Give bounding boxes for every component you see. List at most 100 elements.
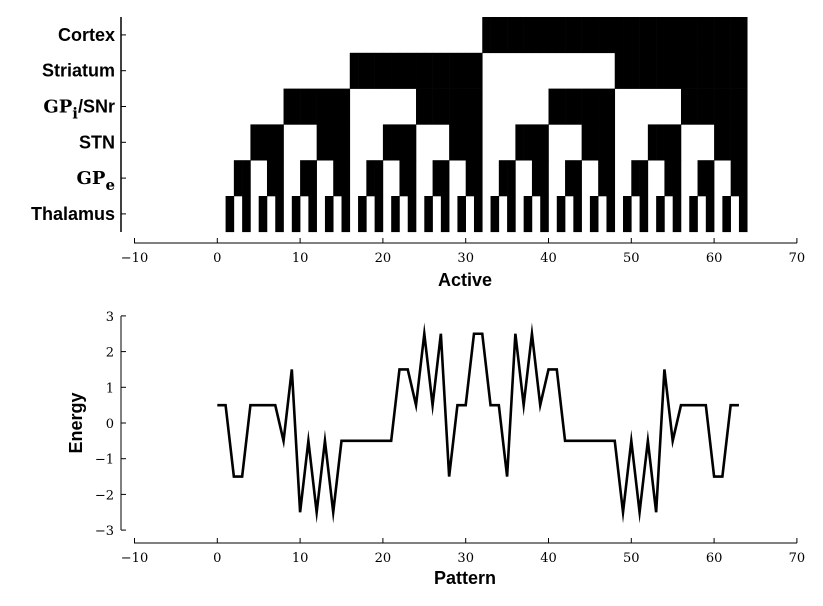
raster-cell <box>548 17 558 54</box>
raster-cell <box>316 88 326 125</box>
raster-cell <box>714 17 723 54</box>
raster-cell <box>656 124 665 161</box>
raster-cell <box>606 17 616 54</box>
raster-cell <box>722 52 731 89</box>
energy-y-tick-label: −2 <box>95 488 114 503</box>
raster-cell <box>680 88 690 125</box>
raster-cell <box>639 17 649 54</box>
raster-cell <box>523 17 533 54</box>
raster-cell <box>507 160 516 197</box>
raster-cell <box>672 124 682 161</box>
raster-cell <box>589 17 599 54</box>
raster-cell <box>598 17 607 54</box>
raster-cell <box>705 160 715 197</box>
raster-y-ticks <box>121 34 126 215</box>
raster-cell <box>407 124 417 161</box>
raster-cell <box>697 52 707 89</box>
raster-cell <box>424 52 433 89</box>
raster-cell <box>689 196 698 233</box>
raster-cell <box>358 196 367 233</box>
raster-cell <box>664 124 673 161</box>
raster-cell <box>457 88 466 125</box>
raster-cell <box>473 88 483 125</box>
energy-x-tick-label: 20 <box>375 551 392 566</box>
raster-cell <box>457 124 466 161</box>
raster-cell <box>714 124 723 161</box>
raster-cell <box>581 88 591 125</box>
raster-cell <box>730 17 740 54</box>
raster-cell <box>424 196 433 233</box>
raster-cell <box>449 88 458 125</box>
raster-cell <box>540 160 549 197</box>
raster-cell <box>341 124 351 161</box>
raster-row-label: GPe <box>77 168 115 194</box>
raster-cell <box>283 88 293 125</box>
raster-cell <box>473 52 483 89</box>
raster-cell <box>730 88 740 125</box>
raster-cell <box>333 88 342 125</box>
raster-cell <box>449 124 458 161</box>
raster-cell <box>697 17 707 54</box>
raster-cell <box>374 196 384 233</box>
raster-cell <box>333 124 342 161</box>
raster-x-tick-label: −10 <box>121 251 148 266</box>
raster-cell <box>341 160 351 197</box>
raster-cell <box>432 160 442 197</box>
raster-cell <box>714 88 723 125</box>
raster-cell <box>672 196 682 233</box>
raster-cell <box>598 88 607 125</box>
raster-cell <box>316 124 326 161</box>
raster-cell <box>556 17 566 54</box>
raster-cell <box>631 52 640 89</box>
raster-cell <box>407 160 417 197</box>
raster-cell <box>639 52 649 89</box>
raster-cell <box>705 196 715 233</box>
energy-y-ticks: −3 −2 −1 0 1 2 3 <box>95 310 126 539</box>
activity-raster-panel: Cortex Striatum GPi/SNr STN GPe Thalamus −10 0… <box>31 17 805 290</box>
energy-y-tick-label: 2 <box>106 346 114 361</box>
raster-cell <box>440 52 450 89</box>
raster-cell <box>374 160 384 197</box>
raster-cell <box>490 17 500 54</box>
raster-cell <box>523 124 533 161</box>
raster-cell <box>465 52 475 89</box>
raster-cell <box>473 196 483 233</box>
raster-cell <box>242 160 251 197</box>
raster-cell <box>358 52 367 89</box>
raster-cell <box>730 160 740 197</box>
raster-cell <box>573 160 582 197</box>
raster-cell <box>291 196 301 233</box>
raster-cell <box>614 52 624 89</box>
raster-x-tick-label: 10 <box>292 251 309 266</box>
raster-cell <box>432 88 442 125</box>
energy-x-axis-title: Pattern <box>434 568 496 588</box>
raster-cell <box>498 17 508 54</box>
raster-x-tick-label: 30 <box>457 251 474 266</box>
raster-cell <box>672 52 682 89</box>
energy-x-tick-label: 70 <box>789 551 806 566</box>
energy-series <box>217 322 739 524</box>
raster-cell <box>225 196 235 233</box>
raster-cell <box>275 160 284 197</box>
energy-x-tick-label: 30 <box>457 551 474 566</box>
raster-cell <box>424 88 433 125</box>
raster-x-tick-label: 70 <box>789 251 806 266</box>
raster-cell <box>722 196 731 233</box>
raster-cell <box>250 124 259 161</box>
raster-cell <box>697 88 707 125</box>
raster-cell <box>598 124 607 161</box>
raster-cell <box>416 88 425 125</box>
raster-cell <box>705 88 715 125</box>
raster-cell <box>697 160 707 197</box>
raster-x-tick-label: 0 <box>213 251 221 266</box>
raster-cell <box>399 124 409 161</box>
raster-cell <box>407 196 417 233</box>
raster-cell <box>341 88 351 125</box>
raster-cell <box>639 196 649 233</box>
raster-cell <box>366 160 375 197</box>
raster-cell <box>432 52 442 89</box>
raster-cell <box>589 124 599 161</box>
raster-cell <box>266 160 276 197</box>
